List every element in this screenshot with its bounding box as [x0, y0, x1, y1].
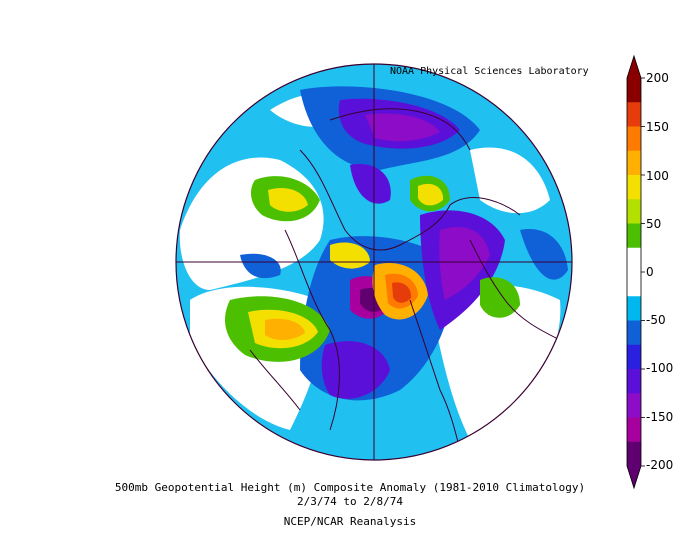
caption-source: NCEP/NCAR Reanalysis	[283, 515, 417, 528]
caption-title: 500mb Geopotential Height (m) Composite …	[114, 481, 586, 494]
colorbar-segment	[627, 393, 641, 418]
colorbar-segment	[627, 126, 641, 152]
colorbar-tick-label: -200	[646, 458, 674, 472]
colorbar-segment	[627, 344, 641, 370]
low-region	[520, 229, 568, 280]
high-region	[268, 187, 308, 212]
colorbar-tick-label: 50	[646, 217, 662, 231]
colorbar-segment	[627, 102, 641, 127]
caption-dates: 2/3/74 to 2/8/74	[297, 495, 403, 508]
colorbar-tick-label: -100	[646, 361, 674, 375]
colorbar-tick-label: 200	[646, 71, 669, 85]
colorbar-tick-label: 150	[646, 120, 669, 134]
colorbar	[626, 54, 645, 490]
colorbar-segment	[627, 150, 641, 176]
anomaly-field	[176, 64, 572, 460]
colorbar-segment	[627, 441, 641, 467]
credit-label: NOAA Physical Sciences Laboratory	[390, 66, 589, 77]
low-region	[240, 253, 281, 279]
high-region	[265, 318, 305, 341]
colorbar-segment	[627, 417, 641, 443]
colorbar-segment	[627, 78, 641, 103]
low-center	[439, 227, 490, 300]
near-zero-region	[470, 147, 550, 214]
high-region	[418, 183, 444, 206]
colorbar-segment	[627, 175, 641, 200]
colorbar-segment	[627, 320, 641, 346]
colorbar-arrow-min	[627, 466, 641, 488]
colorbar-arrow-max	[627, 56, 641, 78]
colorbar-tick-label: 100	[646, 169, 669, 183]
colorbar-segment	[627, 223, 641, 249]
colorbar-segment	[627, 272, 641, 297]
colorbar-segment	[627, 369, 641, 394]
colorbar-segment	[627, 199, 641, 224]
coastlines	[176, 64, 572, 460]
colorbar-segment	[627, 247, 641, 273]
low-center	[350, 164, 391, 204]
high-region	[480, 277, 520, 318]
low-center	[365, 113, 440, 142]
colorbar-segment	[627, 296, 641, 321]
colorbar-tick-label: 0	[646, 265, 654, 279]
colorbar-tick-label: -50	[646, 313, 666, 327]
high-center	[392, 282, 412, 303]
colorbar-tick-label: -150	[646, 410, 674, 424]
near-zero-region	[430, 285, 561, 440]
map-border	[175, 63, 573, 461]
